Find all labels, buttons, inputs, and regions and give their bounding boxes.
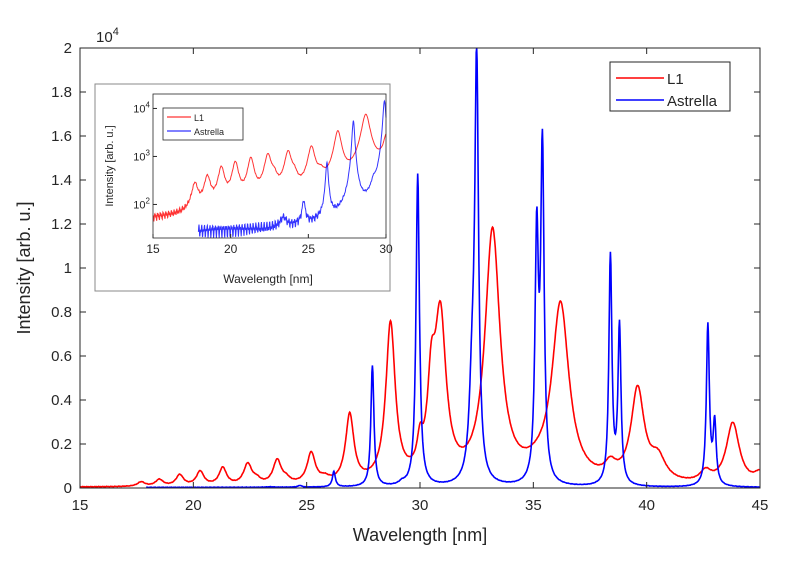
x-axis-label: Wavelength [nm] <box>353 525 487 545</box>
y-tick-label: 0.6 <box>51 348 72 365</box>
x-tick-label: 25 <box>298 497 315 514</box>
x-tick-label: 20 <box>185 497 202 514</box>
series-line-astrella <box>146 47 760 489</box>
x-tick-label: 35 <box>525 497 542 514</box>
inset-x-tick-label: 30 <box>379 242 393 256</box>
inset-y-tick-label: 102 <box>133 196 150 211</box>
x-tick-label: 30 <box>412 497 429 514</box>
y-tick-label: 1 <box>64 260 72 277</box>
inset-x-tick-label: 20 <box>224 242 238 256</box>
x-tick-label: 40 <box>638 497 655 514</box>
inset-legend-label: L1 <box>194 113 204 123</box>
y-tick-label: 0.2 <box>51 436 72 453</box>
inset-x-tick-label: 15 <box>146 242 160 256</box>
y-tick-label: 0 <box>64 480 72 497</box>
inset-plot: 15 20 25 30 102 103 104 L1 Astrella <box>94 83 393 292</box>
y-tick-label: 0.8 <box>51 304 72 321</box>
inset-y-tick-label: 104 <box>133 100 150 115</box>
inset-series-line-astrella <box>197 99 387 239</box>
legend-box <box>609 61 731 112</box>
x-tick-label: 45 <box>752 497 769 514</box>
y-tick-label: 1.2 <box>51 216 72 233</box>
y-axis-label: Intensity [arb. u.] <box>14 201 34 334</box>
x-tick-label: 15 <box>72 497 89 514</box>
y-tick-label: 1.6 <box>51 128 72 145</box>
series-line-l1 <box>80 225 760 488</box>
inset-series-line-l1 <box>152 113 387 222</box>
inset-y-tick-label: 103 <box>133 148 150 163</box>
y-tick-label: 1.4 <box>51 172 72 189</box>
legend-label: L1 <box>667 71 684 88</box>
legend-label: Astrella <box>667 93 718 110</box>
y-tick-label: 2 <box>64 40 72 57</box>
inset-legend-label: Astrella <box>194 127 224 137</box>
y-tick-label: 0.4 <box>51 392 72 409</box>
main-plot: 15 20 25 30 35 40 45 0 0.2 0.4 0.6 0.8 1 1.2 1.4 1.6 1.8… <box>51 40 768 514</box>
inset-axes-box <box>152 93 387 239</box>
y-exponent: 104 <box>96 26 119 46</box>
inset-x-axis-label: Wavelength [nm] <box>223 272 313 286</box>
y-tick-label: 1.8 <box>51 84 72 101</box>
inset-x-tick-label: 25 <box>302 242 316 256</box>
inset-y-axis-label: Intensity [arb. u.] <box>104 125 116 206</box>
inset-legend-box <box>162 107 244 141</box>
